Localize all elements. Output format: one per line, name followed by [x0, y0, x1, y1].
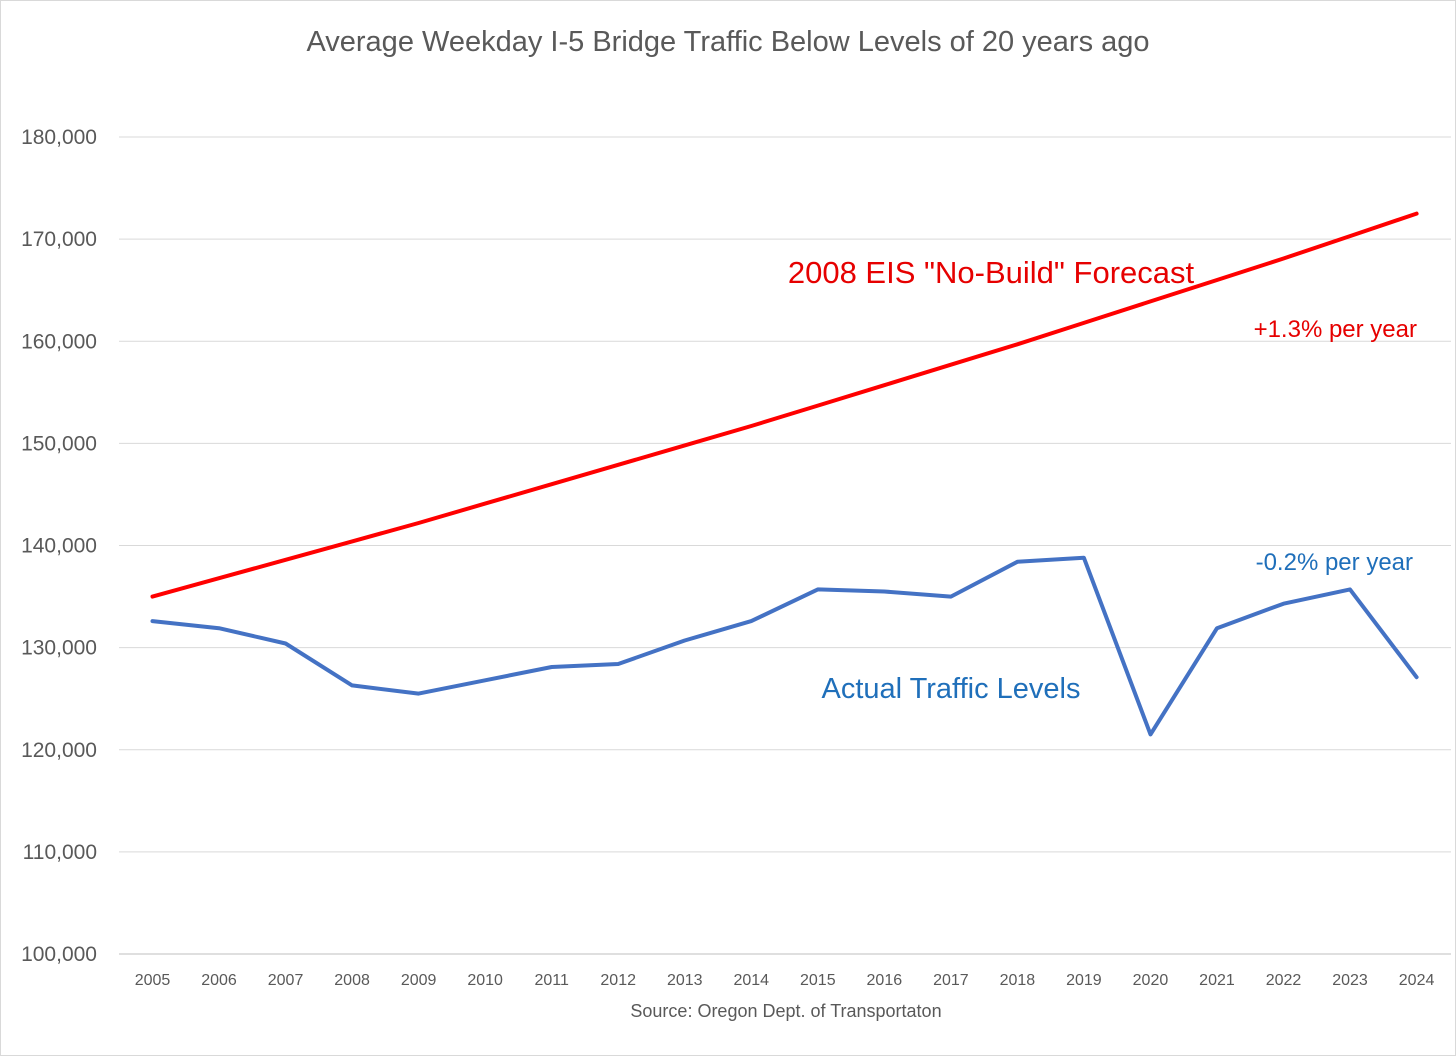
- x-tick-label: 2019: [1066, 972, 1102, 989]
- x-axis-tick-labels: 2005 2006 2007 2008 2009 2010 2011 2012 2013 2014…: [135, 972, 1435, 989]
- actual-series-label: Actual Traffic Levels: [822, 673, 1081, 705]
- y-tick-label: 100,000: [21, 943, 97, 966]
- y-tick-label: 140,000: [21, 535, 97, 558]
- x-tick-label: 2023: [1332, 972, 1368, 989]
- chart-title: Average Weekday I-5 Bridge Traffic Below…: [306, 26, 1149, 58]
- actual-traffic-line: [150, 555, 1419, 737]
- forecast-rate-label: +1.3% per year: [1254, 316, 1417, 343]
- gridlines: [119, 136, 1451, 955]
- x-tick-label: 2022: [1266, 972, 1302, 989]
- x-tick-label: 2009: [401, 972, 437, 989]
- series-lines: [150, 211, 1419, 737]
- source-note: Source: Oregon Dept. of Transportaton: [630, 1001, 941, 1021]
- y-axis-tick-labels: 100,000 110,000 120,000 130,000 140,000 150,0…: [21, 126, 97, 966]
- x-tick-label: 2011: [534, 972, 569, 989]
- y-tick-label: 180,000: [21, 126, 97, 149]
- y-tick-label: 110,000: [23, 841, 97, 864]
- x-tick-label: 2016: [867, 972, 903, 989]
- x-tick-label: 2018: [1000, 972, 1036, 989]
- y-tick-label: 130,000: [21, 637, 97, 660]
- x-tick-label: 2017: [933, 972, 969, 989]
- x-tick-label: 2014: [733, 972, 769, 989]
- actual-rate-label: -0.2% per year: [1256, 549, 1413, 576]
- x-tick-label: 2013: [667, 972, 703, 989]
- x-tick-label: 2024: [1399, 972, 1435, 989]
- x-tick-label: 2006: [201, 972, 237, 989]
- x-tick-label: 2012: [600, 972, 636, 989]
- x-tick-label: 2021: [1199, 972, 1235, 989]
- forecast-line: [150, 211, 1419, 599]
- x-tick-label: 2010: [467, 972, 503, 989]
- y-tick-label: 150,000: [21, 432, 97, 455]
- x-tick-label: 2008: [334, 972, 370, 989]
- y-tick-label: 120,000: [21, 739, 97, 762]
- y-tick-label: 160,000: [21, 330, 97, 353]
- x-tick-label: 2005: [135, 972, 171, 989]
- x-tick-label: 2020: [1133, 972, 1169, 989]
- y-tick-label: 170,000: [21, 228, 97, 251]
- x-tick-label: 2007: [268, 972, 304, 989]
- x-tick-label: 2015: [800, 972, 836, 989]
- forecast-series-label: 2008 EIS "No-Build" Forecast: [788, 255, 1195, 290]
